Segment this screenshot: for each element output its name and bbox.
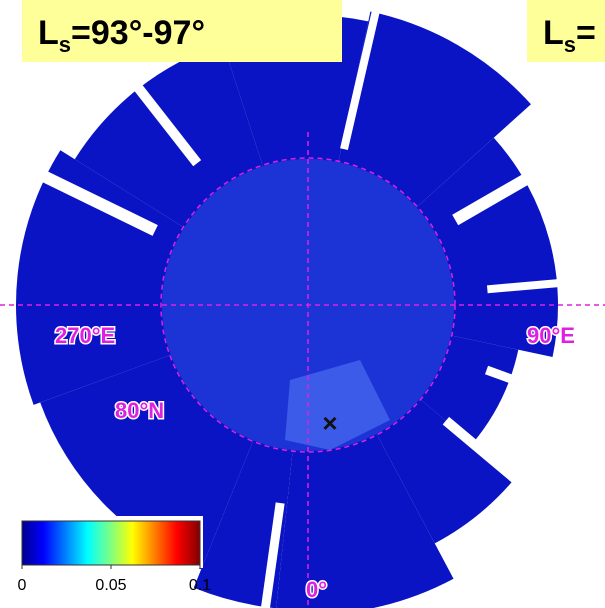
marker: × [322, 408, 337, 438]
colorbar [22, 521, 200, 565]
colorbar-tick-label: 0 [18, 577, 27, 594]
latitude-label: 80°N [115, 398, 164, 423]
colorbar-tick-label: 0.05 [95, 577, 126, 594]
longitude-label: 0° [306, 577, 327, 602]
longitude-label: 270°E [55, 323, 115, 348]
label-rest: = [576, 14, 596, 52]
label-sub: s [59, 32, 71, 57]
colorbar-axis: 0 0.05 0.1 [18, 565, 212, 594]
label-sub: s [564, 32, 576, 57]
colorbar-tick-label: 0.1 [189, 577, 211, 594]
longitude-label: 90°E [527, 323, 575, 348]
label-main: L [38, 14, 59, 52]
label-rest: =93°-97° [71, 14, 205, 52]
label-main: L [543, 14, 564, 52]
figure: × Ls=93°-97° Ls= 270°E 90°E 80°N 0° 00.0… [0, 0, 605, 608]
